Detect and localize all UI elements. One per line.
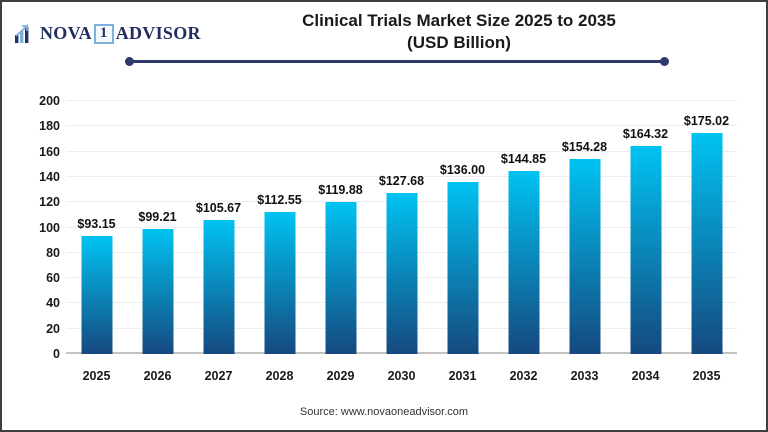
bar-group-2028: $112.55 [257,101,302,354]
bar-2034 [630,146,661,354]
title-underline-rule [125,57,669,66]
x-tick-label-2035: 2035 [692,369,721,383]
bar-value-label-2032: $144.85 [500,151,547,166]
x-tick-label-2031: 2031 [448,369,477,383]
bar-2033 [569,158,600,354]
logo-text-nova: NOVA [40,23,92,43]
bar-value-label-2028: $112.55 [257,192,302,207]
bar-group-2031: $136.00 [440,101,485,354]
bar-value-label-2026: $99.21 [138,209,177,224]
y-tick-label-40: 40 [46,296,60,311]
bar-2027 [203,220,234,354]
x-axis-labels: 2025 2026 2027 2028 2029 2030 2031 2032 2033 2034… [66,369,737,385]
bar-group-2032: $144.85 [501,101,546,354]
bar-value-label-2035: $175.02 [683,113,730,128]
bar-2026 [142,228,173,354]
chart-title-line2: (USD Billion) [407,33,511,52]
bar-group-2025: $93.15 [77,101,116,354]
gridline-200 [66,100,737,101]
x-tick-label-2025: 2025 [82,369,111,383]
rule-endpoint-dot-right [660,57,669,66]
y-tick-label-120: 120 [39,195,60,210]
chart-title-line1: Clinical Trials Market Size 2025 to 2035 [302,11,616,30]
bar-chart-growth-icon [15,23,29,43]
y-tick-label-140: 140 [39,169,60,184]
y-tick-label-20: 20 [46,321,60,336]
y-tick-label-200: 200 [39,94,60,108]
bar-value-label-2031: $136.00 [439,162,486,177]
bar-value-label-2030: $127.68 [378,173,425,188]
bar-chart-plot-area: $93.15 $99.21 $105.67 $112.55 $119.88 $127.68… [66,100,737,354]
bar-group-2035: $175.02 [684,101,729,354]
y-tick-label-0: 0 [53,347,60,361]
source-attribution: Source: www.novaoneadvisor.com [299,406,469,418]
bar-group-2030: $127.68 [379,101,424,354]
bar-2029 [325,202,356,354]
y-tick-label-60: 60 [46,271,60,286]
rule-endpoint-dot-left [125,57,134,66]
logo-text-advisor: ADVISOR [115,23,201,43]
bar-value-label-2025: $93.15 [77,217,116,232]
x-tick-label-2030: 2030 [387,369,416,383]
x-tick-label-2026: 2026 [143,369,172,383]
bar-group-2034: $164.32 [623,101,668,354]
bar-value-label-2029: $119.88 [318,183,363,198]
bar-2032 [508,170,539,354]
bar-2025 [81,236,112,354]
y-tick-label-100: 100 [39,220,60,235]
bar-value-label-2033: $154.28 [561,139,608,154]
bar-value-label-2027: $105.67 [195,201,242,216]
x-tick-label-2034: 2034 [631,369,660,383]
x-tick-label-2033: 2033 [570,369,599,383]
x-tick-label-2032: 2032 [509,369,538,383]
x-tick-label-2027: 2027 [204,369,233,383]
y-tick-label-80: 80 [46,245,60,260]
y-tick-label-160: 160 [39,144,60,159]
logo-one-badge: 1 [93,23,114,44]
nova-one-advisor-logo: NOVA 1 ADVISOR [14,23,201,44]
bar-value-label-2034: $164.32 [622,127,669,142]
bar-2028 [264,211,295,354]
bar-group-2027: $105.67 [196,101,241,354]
chart-title: Clinical Trials Market Size 2025 to 2035… [172,10,746,54]
y-tick-label-180: 180 [39,119,60,134]
bar-group-2033: $154.28 [562,101,607,354]
bar-2030 [386,192,417,354]
y-axis-labels: 0 20 40 60 80 100 120 140 160 180 200 [2,94,60,361]
bar-group-2026: $99.21 [138,101,177,354]
x-tick-label-2029: 2029 [326,369,355,383]
gridline-160 [66,150,737,152]
bar-group-2029: $119.88 [318,101,363,354]
gridline-180 [66,125,737,127]
x-tick-label-2028: 2028 [265,369,294,383]
gridline-140 [66,175,737,177]
bar-2031 [447,181,478,354]
bar-2035 [691,132,722,354]
